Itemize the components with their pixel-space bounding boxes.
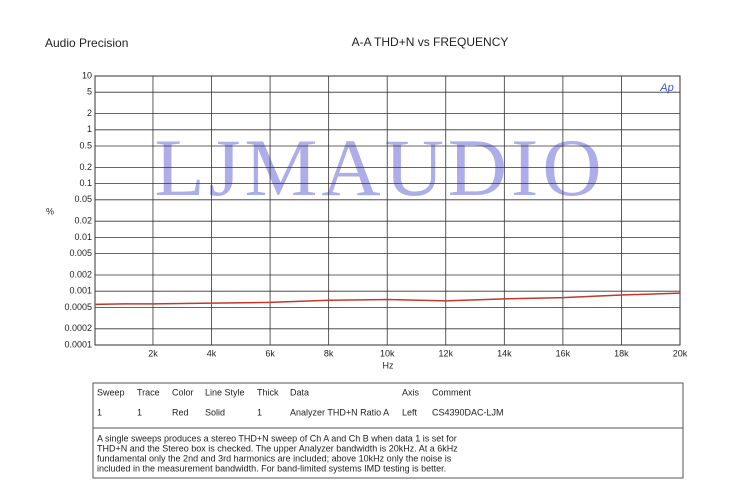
y-tick-label: 0.0001 <box>64 339 92 349</box>
table-cell: CS4390DAC-LJM <box>432 407 504 417</box>
y-tick-label: 0.001 <box>69 286 92 296</box>
table-header: Line Style <box>205 387 245 397</box>
table-cell: 1 <box>257 407 262 417</box>
y-tick-label: 0.005 <box>69 248 92 258</box>
logo: Ap <box>659 82 673 94</box>
note-line: THD+N and the Stereo box is checked. The… <box>97 443 458 453</box>
y-tick-label: 0.1 <box>79 178 92 188</box>
table-cell: Left <box>402 407 418 417</box>
x-tick-label: 8k <box>324 348 334 358</box>
y-tick-label: 0.02 <box>74 216 92 226</box>
legend-box <box>92 382 684 479</box>
series-line <box>94 292 681 306</box>
x-tick-label: 14k <box>497 348 512 358</box>
x-tick-label: 6k <box>265 348 275 358</box>
y-tick-label: 10 <box>82 70 92 80</box>
chart-title: A-A THD+N vs FREQUENCY <box>352 35 509 49</box>
table-header: Comment <box>432 387 472 397</box>
x-tick-label: 2k <box>148 348 158 358</box>
table-cell: Analyzer THD+N Ratio A <box>290 407 389 417</box>
table-cell: 1 <box>137 407 142 417</box>
table-header: Data <box>290 387 309 397</box>
y-tick-label: 0.01 <box>74 232 92 242</box>
table-header: Trace <box>137 387 160 397</box>
table-header: Axis <box>402 387 420 397</box>
y-tick-label: 0.05 <box>74 194 92 204</box>
table-cell: Red <box>172 407 189 417</box>
y-tick-label: 0.5 <box>79 140 92 150</box>
x-tick-label: 10k <box>380 348 395 358</box>
y-axis-label: % <box>46 206 54 216</box>
x-axis-label: Hz <box>383 360 394 370</box>
note-line: included in the measurement bandwidth. F… <box>97 463 446 473</box>
y-tick-label: 0.0005 <box>64 302 92 312</box>
y-tick-label: 0.002 <box>69 269 92 279</box>
table-cell: 1 <box>97 407 102 417</box>
table-cell: Solid <box>205 407 225 417</box>
table-header: Sweep <box>97 387 125 397</box>
x-tick-label: 12k <box>439 348 454 358</box>
y-tick-label: 1 <box>87 124 92 134</box>
y-tick-label: 0.2 <box>79 162 92 172</box>
x-tick-label: 18k <box>614 348 629 358</box>
brand: Audio Precision <box>45 36 128 50</box>
y-tick-label: 0.0002 <box>64 323 92 333</box>
x-tick-label: 16k <box>556 348 571 358</box>
note-line: fundamental only the 2nd and 3rd harmoni… <box>97 453 452 463</box>
y-tick-label: 2 <box>87 108 92 118</box>
table-header: Color <box>172 387 194 397</box>
x-tick-label: 20k <box>673 348 688 358</box>
y-tick-label: 5 <box>87 87 92 97</box>
table-header: Thick <box>257 387 279 397</box>
note-line: A single sweeps produces a stereo THD+N … <box>97 433 457 443</box>
x-tick-label: 4k <box>207 348 217 358</box>
